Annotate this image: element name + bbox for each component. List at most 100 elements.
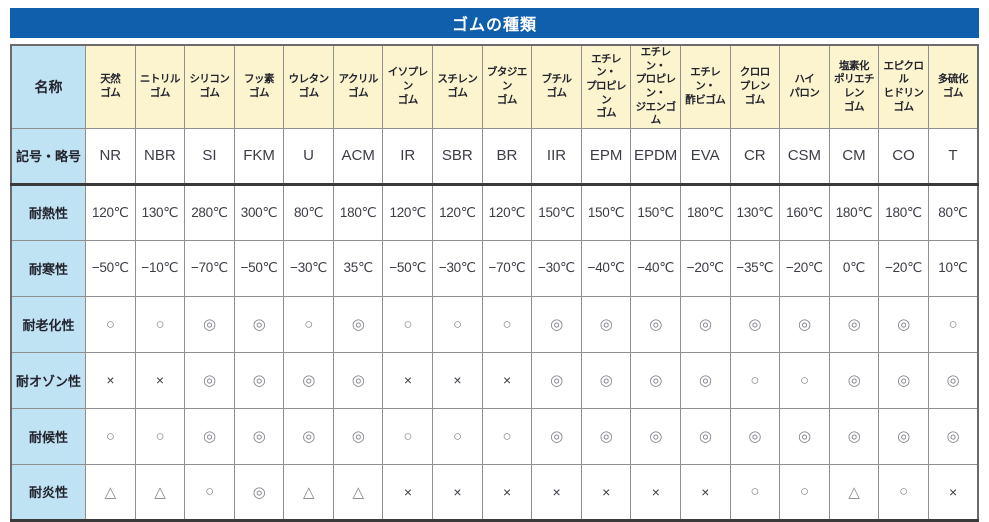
table-cell: −40℃	[580, 239, 632, 297]
row-label: 耐候性	[10, 407, 86, 465]
table-row: 耐寒性 −50℃ −10℃ −70℃ −50℃ −30℃ 35℃ −50℃ −30℃ −70℃ −3…	[10, 239, 979, 297]
column-header-18: 多硫化 ゴム	[927, 44, 979, 129]
column-header-5: ウレタン ゴム	[283, 44, 334, 129]
table-cell: ○	[927, 295, 979, 353]
table-cell: ×	[927, 463, 979, 521]
table-cell: BR	[481, 127, 533, 186]
table-row: 耐老化性 ○ ○ ◎ ◎ ○ ◎ ○ ○ ○ ◎ ◎ ◎ ◎ ◎ ◎ ◎ ◎ ○	[10, 295, 979, 353]
table-cell: 0℃	[828, 239, 880, 297]
row-label: 耐熱性	[10, 183, 86, 241]
table-cell: −20℃	[779, 239, 830, 297]
table-cell: ○	[134, 407, 186, 465]
table-cell: ×	[531, 463, 582, 521]
table-cell: △	[828, 463, 880, 521]
table-cell: CO	[878, 127, 929, 186]
table-cell: 35℃	[332, 239, 384, 297]
table-cell: ◎	[332, 295, 384, 353]
table-cell: EVA	[679, 127, 731, 186]
table-cell: ×	[481, 463, 533, 521]
table-cell: ○	[85, 295, 136, 353]
table-cell: 150℃	[630, 183, 681, 241]
table-cell: SI	[184, 127, 235, 186]
table-row: 記号・略号 NR NBR SI FKM U ACM IR SBR BR IIR EPM EPDM EVA C…	[10, 127, 979, 186]
table-cell: ○	[779, 463, 830, 521]
table-cell: ○	[283, 295, 334, 353]
table-body: 記号・略号 NR NBR SI FKM U ACM IR SBR BR IIR EPM EPDM EVA C…	[10, 127, 979, 521]
table-cell: 120℃	[481, 183, 533, 241]
table-cell: ×	[580, 463, 632, 521]
table-cell: −30℃	[432, 239, 483, 297]
table-cell: SBR	[432, 127, 483, 186]
table-cell: ◎	[283, 407, 334, 465]
column-header-3: シリコン ゴム	[184, 44, 235, 129]
table-cell: ◎	[531, 351, 582, 409]
table-cell: ◎	[878, 407, 929, 465]
table-cell: U	[283, 127, 334, 186]
table-cell: 10℃	[927, 239, 979, 297]
table-cell: ◎	[233, 463, 285, 521]
table-cell: ◎	[233, 295, 285, 353]
table-cell: ◎	[828, 295, 880, 353]
table-cell: 120℃	[432, 183, 483, 241]
table-cell: 80℃	[927, 183, 979, 241]
table-cell: −70℃	[184, 239, 235, 297]
table-cell: ×	[382, 463, 434, 521]
table-cell: ◎	[283, 351, 334, 409]
table-cell: 180℃	[332, 183, 384, 241]
table-cell: ○	[382, 295, 434, 353]
table-cell: ×	[432, 351, 483, 409]
table-cell: ◎	[927, 407, 979, 465]
table-cell: ◎	[184, 351, 235, 409]
table-cell: ◎	[332, 407, 384, 465]
table-cell: 150℃	[580, 183, 632, 241]
table-cell: 160℃	[779, 183, 830, 241]
table-cell: ○	[779, 351, 830, 409]
table-cell: ◎	[729, 407, 781, 465]
table-cell: ◎	[184, 295, 235, 353]
table-cell: 180℃	[878, 183, 929, 241]
table-cell: ◎	[679, 295, 731, 353]
table-cell: 180℃	[828, 183, 880, 241]
table-cell: ◎	[630, 407, 681, 465]
table-cell: ×	[481, 351, 533, 409]
table-cell: T	[927, 127, 979, 186]
table-cell: ◎	[828, 351, 880, 409]
table-row: 耐熱性 120℃ 130℃ 280℃ 300℃ 80℃ 180℃ 120℃ 120℃ 120℃ 15…	[10, 183, 979, 241]
table-cell: 120℃	[382, 183, 434, 241]
header-row: 名称 天然 ゴム ニトリル ゴム シリコン ゴム フッ素 ゴム ウレタン ゴム アクリル ゴ…	[10, 44, 979, 129]
table-cell: ○	[481, 295, 533, 353]
table-cell: ◎	[878, 351, 929, 409]
table-cell: 130℃	[134, 183, 186, 241]
table-cell: ◎	[779, 407, 830, 465]
table-cell: −30℃	[531, 239, 582, 297]
table-cell: ◎	[332, 351, 384, 409]
page-title: ゴムの種類	[451, 17, 537, 34]
column-header-15: ハイ パロン	[779, 44, 830, 129]
table-cell: ◎	[531, 407, 582, 465]
table-cell: ○	[481, 407, 533, 465]
table-cell: ◎	[679, 407, 731, 465]
table-cell: ◎	[580, 295, 632, 353]
table-cell: −70℃	[481, 239, 533, 297]
table-cell: ◎	[679, 351, 731, 409]
column-header-14: クロロ プレン ゴム	[729, 44, 781, 129]
row-label: 耐炎性	[10, 463, 86, 521]
table-cell: ×	[630, 463, 681, 521]
table-cell: ○	[432, 407, 483, 465]
table-cell: CSM	[779, 127, 830, 186]
table-cell: 280℃	[184, 183, 235, 241]
table-cell: ○	[729, 351, 781, 409]
row-label: 耐オゾン性	[10, 351, 86, 409]
table-cell: ×	[679, 463, 731, 521]
table-cell: FKM	[233, 127, 285, 186]
column-header-16: 塩素化 ポリエチレン ゴム	[828, 44, 880, 129]
table-cell: ×	[85, 351, 136, 409]
table-cell: ×	[134, 351, 186, 409]
table-cell: ○	[184, 463, 235, 521]
column-header-9: ブタジエン ゴム	[481, 44, 533, 129]
table-cell: ◎	[233, 407, 285, 465]
table-cell: −50℃	[233, 239, 285, 297]
table-cell: ×	[432, 463, 483, 521]
table-cell: CM	[828, 127, 880, 186]
table-cell: EPDM	[630, 127, 681, 186]
